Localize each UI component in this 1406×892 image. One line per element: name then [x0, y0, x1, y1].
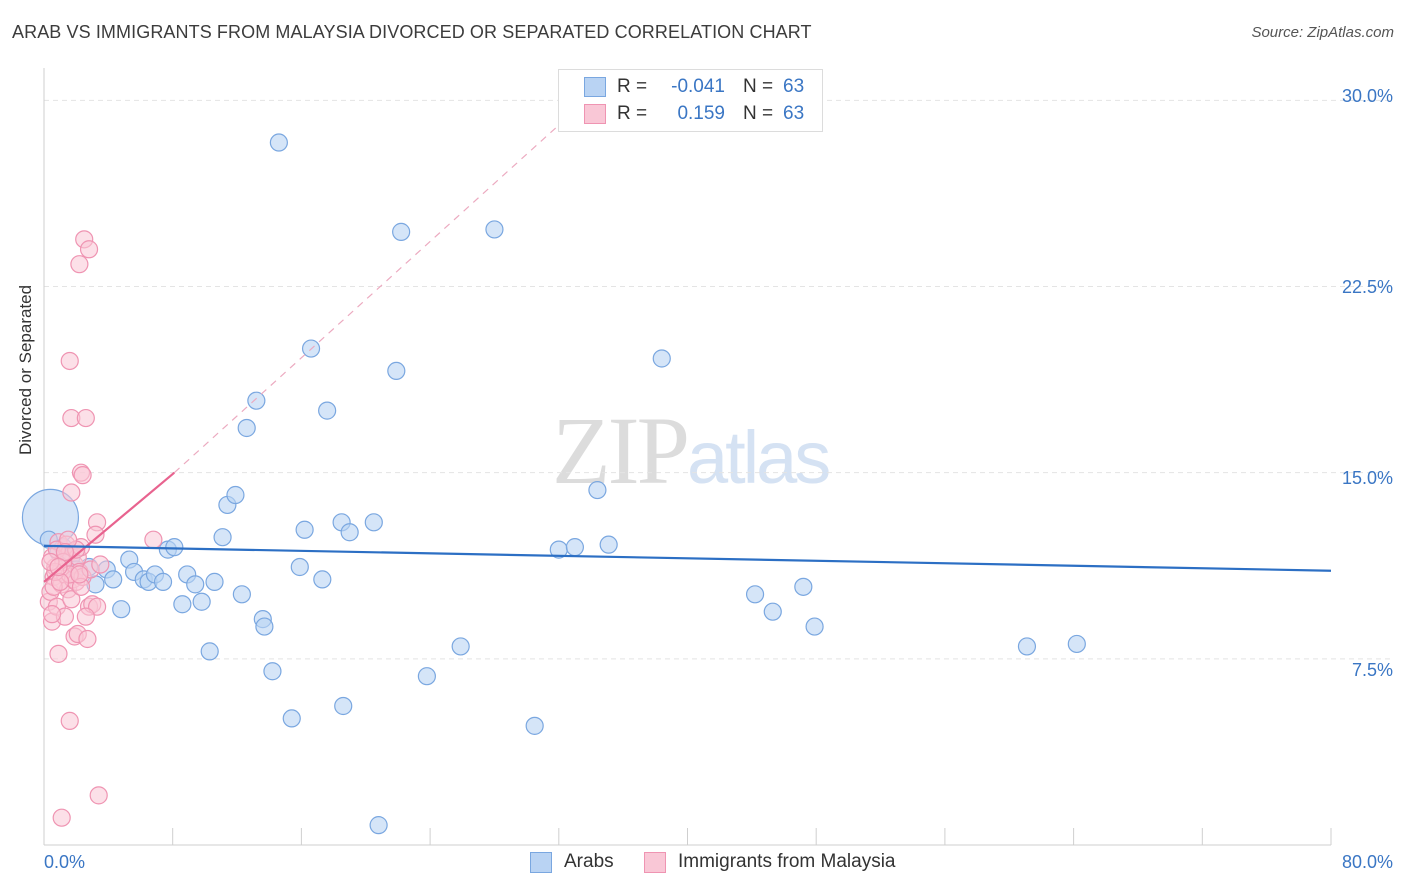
arab-point: [290, 557, 309, 577]
arab-point: [232, 585, 251, 604]
arab-point: [104, 570, 123, 589]
y-tick-label-22-5: 22.5%: [1341, 277, 1393, 297]
malaysia-point: [79, 240, 99, 259]
arab-point: [173, 595, 192, 614]
arab-point: [599, 535, 618, 554]
legend-n-value: 63: [783, 103, 805, 124]
malaysia-point: [70, 565, 89, 584]
malaysia-point: [73, 466, 92, 485]
legend-row-malaysia: R = 0.159 N = 63: [559, 101, 804, 127]
malaysia-point: [70, 255, 89, 274]
source-label: Source: ZipAtlas.com: [1251, 24, 1394, 41]
arab-point: [247, 391, 266, 410]
arab-point: [1067, 634, 1086, 654]
arab-point: [205, 572, 224, 591]
arab-point: [153, 572, 173, 591]
arab-point: [313, 570, 332, 589]
arab-point: [213, 528, 232, 547]
y-axis-label: Divorced or Separated: [16, 284, 35, 455]
arabs-legend-icon: [530, 851, 552, 873]
legend-n-label: N =: [743, 76, 774, 97]
malaysia-trend-line: [43, 471, 176, 583]
arab-point: [525, 716, 544, 735]
arab-point: [192, 592, 211, 611]
arab-point: [794, 577, 813, 596]
arab-point: [451, 637, 470, 656]
legend-item-malaysia[interactable]: Immigrants from Malaysia: [644, 851, 896, 873]
legend-n-label: N =: [743, 103, 774, 124]
malaysia-point: [49, 644, 68, 663]
malaysia-point: [49, 557, 68, 577]
arab-point: [165, 538, 184, 557]
arab-point: [318, 401, 337, 420]
arab-point: [805, 617, 824, 636]
malaysia-point: [76, 408, 95, 428]
legend-label-arabs: Arabs: [564, 851, 614, 872]
arab-point: [295, 520, 314, 539]
arab-point: [364, 513, 383, 532]
arab-point: [255, 617, 274, 636]
arab-point: [226, 485, 245, 505]
y-tick-label-15: 15.0%: [1341, 468, 1393, 488]
legend-label-malaysia: Immigrants from Malaysia: [678, 851, 896, 872]
arab-point: [485, 220, 504, 239]
legend-r-value: -0.041: [671, 76, 725, 97]
arab-point: [588, 480, 607, 500]
legend-r-value: 0.159: [677, 103, 725, 124]
watermark-atlas: atlas: [687, 416, 831, 499]
x-tick-label-max: 80.0%: [1341, 852, 1393, 872]
arab-point: [340, 523, 359, 542]
malaysia-point: [144, 530, 163, 549]
arab-point: [282, 709, 301, 728]
legend-item-arabs[interactable]: Arabs: [530, 851, 614, 873]
arab-point: [565, 538, 584, 557]
arabs-trend-line: [43, 544, 1332, 572]
arab-point: [237, 418, 256, 438]
chart-title: ARAB VS IMMIGRANTS FROM MALAYSIA DIVORCE…: [12, 22, 812, 42]
malaysia-point: [86, 525, 105, 544]
malaysia-point: [52, 808, 71, 827]
arab-point: [200, 642, 219, 661]
arabs-swatch-icon: [584, 77, 606, 97]
legend-n-value: 63: [783, 76, 805, 97]
arab-point: [387, 361, 406, 380]
arab-point: [112, 600, 131, 619]
arab-point: [1017, 637, 1037, 656]
arab-point: [263, 662, 282, 681]
arab-point: [763, 602, 782, 621]
malaysia-point: [89, 786, 108, 805]
malaysia-trend-extension: [173, 124, 560, 474]
y-tick-label-30: 30.0%: [1341, 86, 1393, 106]
watermark-zip: ZIP: [552, 397, 690, 504]
malaysia-point: [60, 351, 79, 371]
malaysia-swatch-icon: [584, 104, 606, 124]
malaysia-point: [91, 555, 110, 574]
legend-r-label: R =: [617, 103, 648, 124]
legend-row-arabs: R = -0.041 N = 63: [559, 74, 804, 100]
malaysia-legend-icon: [644, 851, 666, 873]
x-tick-label-min: 0.0%: [44, 852, 86, 872]
arab-point: [269, 133, 288, 152]
arab-point: [392, 222, 411, 241]
arab-point: [186, 575, 205, 594]
legend-r-label: R =: [617, 76, 648, 97]
arab-point: [417, 667, 436, 686]
malaysia-point: [78, 629, 97, 649]
correlation-legend: R = -0.041 N = 63 R = 0.159 N = 63: [558, 69, 823, 132]
malaysia-point: [60, 711, 79, 730]
y-tick-label-7-5: 7.5%: [1351, 660, 1393, 680]
series-legend: Arabs Immigrants from Malaysia: [0, 851, 1406, 877]
arab-point: [652, 349, 671, 368]
watermark: ZIPatlas: [552, 395, 831, 506]
malaysia-point: [62, 590, 81, 609]
malaysia-point: [62, 483, 81, 502]
arab-point: [369, 816, 388, 835]
malaysia-point: [76, 607, 95, 626]
arab-point: [334, 696, 353, 716]
malaysia-point: [42, 605, 62, 624]
arab-point: [745, 585, 765, 604]
